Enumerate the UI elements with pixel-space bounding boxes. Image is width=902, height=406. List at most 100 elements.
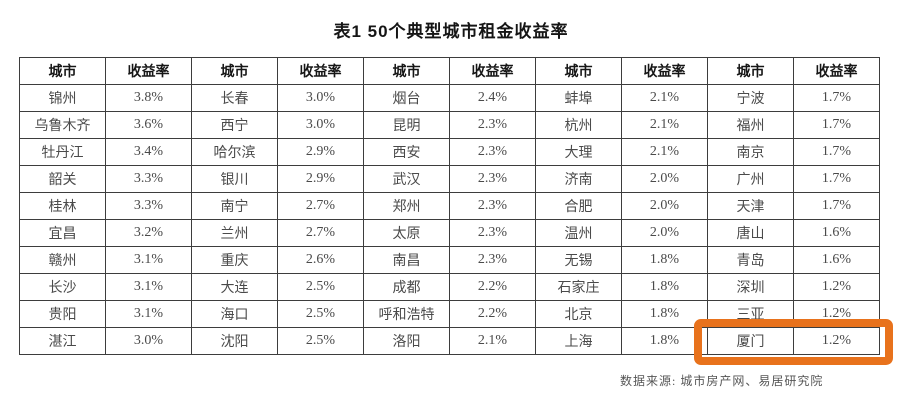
table-row: 湛江 3.0% 沈阳 2.5% 洛阳 2.1% 上海 1.8% 厦门 1.2% bbox=[19, 327, 880, 355]
city-cell: 济南 bbox=[535, 165, 622, 193]
city-cell: 无锡 bbox=[535, 246, 622, 274]
city-cell: 天津 bbox=[707, 192, 794, 220]
yield-cell: 1.2% bbox=[793, 273, 880, 301]
city-cell: 呼和浩特 bbox=[363, 300, 450, 328]
city-cell: 郑州 bbox=[363, 192, 450, 220]
table-body: 锦州 3.8% 长春 3.0% 烟台 2.4% 蚌埠 2.1% 宁波 1.7% 乌鲁木齐 3.6% 西宁… bbox=[19, 84, 880, 355]
table-row: 牡丹江 3.4% 哈尔滨 2.9% 西安 2.3% 大理 2.1% 南京 1.7% bbox=[19, 138, 880, 166]
table-header-row: 城市 收益率 城市 收益率 城市 收益率 城市 收益率 城市 收益率 bbox=[19, 57, 880, 85]
city-cell: 赣州 bbox=[19, 246, 106, 274]
city-cell: 西安 bbox=[363, 138, 450, 166]
yield-cell: 2.1% bbox=[621, 84, 708, 112]
yield-cell: 3.0% bbox=[105, 327, 192, 355]
city-cell: 乌鲁木齐 bbox=[19, 111, 106, 139]
yield-cell: 3.1% bbox=[105, 246, 192, 274]
city-cell: 重庆 bbox=[191, 246, 278, 274]
source-note: 数据来源: 城市房产网、易居研究院 bbox=[620, 374, 824, 388]
city-cell: 三亚 bbox=[707, 300, 794, 328]
header-city: 城市 bbox=[535, 57, 622, 85]
yield-cell: 2.1% bbox=[621, 138, 708, 166]
city-cell: 温州 bbox=[535, 219, 622, 247]
yield-cell: 3.2% bbox=[105, 219, 192, 247]
yield-cell: 2.7% bbox=[277, 219, 364, 247]
yield-cell: 1.6% bbox=[793, 246, 880, 274]
table-row: 赣州 3.1% 重庆 2.6% 南昌 2.3% 无锡 1.8% 青岛 1.6% bbox=[19, 246, 880, 274]
yield-cell: 2.1% bbox=[621, 111, 708, 139]
city-cell: 兰州 bbox=[191, 219, 278, 247]
yield-cell: 2.9% bbox=[277, 138, 364, 166]
header-yield: 收益率 bbox=[277, 57, 364, 85]
city-cell: 西宁 bbox=[191, 111, 278, 139]
city-cell: 锦州 bbox=[19, 84, 106, 112]
city-cell: 海口 bbox=[191, 300, 278, 328]
yield-cell: 2.0% bbox=[621, 192, 708, 220]
yield-cell: 1.8% bbox=[621, 273, 708, 301]
city-cell: 唐山 bbox=[707, 219, 794, 247]
city-cell: 太原 bbox=[363, 219, 450, 247]
yield-cell: 2.9% bbox=[277, 165, 364, 193]
yield-cell: 2.1% bbox=[449, 327, 536, 355]
header-yield: 收益率 bbox=[621, 57, 708, 85]
yield-cell: 2.3% bbox=[449, 165, 536, 193]
yield-cell: 2.2% bbox=[449, 273, 536, 301]
city-cell: 北京 bbox=[535, 300, 622, 328]
table-row: 宜昌 3.2% 兰州 2.7% 太原 2.3% 温州 2.0% 唐山 1.6% bbox=[19, 219, 880, 247]
yield-cell: 2.3% bbox=[449, 219, 536, 247]
header-city: 城市 bbox=[191, 57, 278, 85]
yield-cell: 1.7% bbox=[793, 111, 880, 139]
city-cell: 洛阳 bbox=[363, 327, 450, 355]
yield-cell: 2.4% bbox=[449, 84, 536, 112]
yield-cell: 1.2% bbox=[793, 300, 880, 328]
yield-cell: 2.7% bbox=[277, 192, 364, 220]
yield-cell: 1.7% bbox=[793, 165, 880, 193]
yield-cell: 1.6% bbox=[793, 219, 880, 247]
rental-yield-table: 城市 收益率 城市 收益率 城市 收益率 城市 收益率 城市 收益率 锦州 3.8% 长春 3.0% 烟台… bbox=[19, 57, 880, 355]
yield-cell: 2.0% bbox=[621, 219, 708, 247]
yield-cell: 2.3% bbox=[449, 192, 536, 220]
city-cell: 哈尔滨 bbox=[191, 138, 278, 166]
yield-cell: 3.1% bbox=[105, 300, 192, 328]
header-yield: 收益率 bbox=[449, 57, 536, 85]
city-cell: 长春 bbox=[191, 84, 278, 112]
yield-cell: 3.0% bbox=[277, 84, 364, 112]
table-row: 贵阳 3.1% 海口 2.5% 呼和浩特 2.2% 北京 1.8% 三亚 1.2% bbox=[19, 300, 880, 328]
city-cell: 南京 bbox=[707, 138, 794, 166]
header-yield: 收益率 bbox=[793, 57, 880, 85]
table-row: 桂林 3.3% 南宁 2.7% 郑州 2.3% 合肥 2.0% 天津 1.7% bbox=[19, 192, 880, 220]
header-city: 城市 bbox=[19, 57, 106, 85]
yield-cell: 3.3% bbox=[105, 165, 192, 193]
yield-cell: 2.3% bbox=[449, 111, 536, 139]
city-cell: 南昌 bbox=[363, 246, 450, 274]
city-cell: 南宁 bbox=[191, 192, 278, 220]
city-cell: 宁波 bbox=[707, 84, 794, 112]
city-cell: 武汉 bbox=[363, 165, 450, 193]
yield-cell: 2.5% bbox=[277, 327, 364, 355]
yield-cell: 1.2% bbox=[793, 327, 880, 355]
yield-cell: 3.8% bbox=[105, 84, 192, 112]
city-cell: 湛江 bbox=[19, 327, 106, 355]
city-cell: 沈阳 bbox=[191, 327, 278, 355]
city-cell: 韶关 bbox=[19, 165, 106, 193]
yield-cell: 2.5% bbox=[277, 273, 364, 301]
yield-cell: 2.5% bbox=[277, 300, 364, 328]
city-cell: 长沙 bbox=[19, 273, 106, 301]
yield-cell: 3.1% bbox=[105, 273, 192, 301]
yield-cell: 3.4% bbox=[105, 138, 192, 166]
yield-cell: 3.6% bbox=[105, 111, 192, 139]
city-cell: 蚌埠 bbox=[535, 84, 622, 112]
table-row: 长沙 3.1% 大连 2.5% 成都 2.2% 石家庄 1.8% 深圳 1.2% bbox=[19, 273, 880, 301]
city-cell: 福州 bbox=[707, 111, 794, 139]
yield-cell: 3.0% bbox=[277, 111, 364, 139]
city-cell: 青岛 bbox=[707, 246, 794, 274]
yield-cell: 2.3% bbox=[449, 246, 536, 274]
yield-cell: 1.8% bbox=[621, 300, 708, 328]
city-cell: 深圳 bbox=[707, 273, 794, 301]
yield-cell: 2.0% bbox=[621, 165, 708, 193]
city-cell: 牡丹江 bbox=[19, 138, 106, 166]
table-row: 韶关 3.3% 银川 2.9% 武汉 2.3% 济南 2.0% 广州 1.7% bbox=[19, 165, 880, 193]
city-cell: 昆明 bbox=[363, 111, 450, 139]
city-cell: 大连 bbox=[191, 273, 278, 301]
yield-cell: 3.3% bbox=[105, 192, 192, 220]
city-cell: 广州 bbox=[707, 165, 794, 193]
city-cell: 厦门 bbox=[707, 327, 794, 355]
